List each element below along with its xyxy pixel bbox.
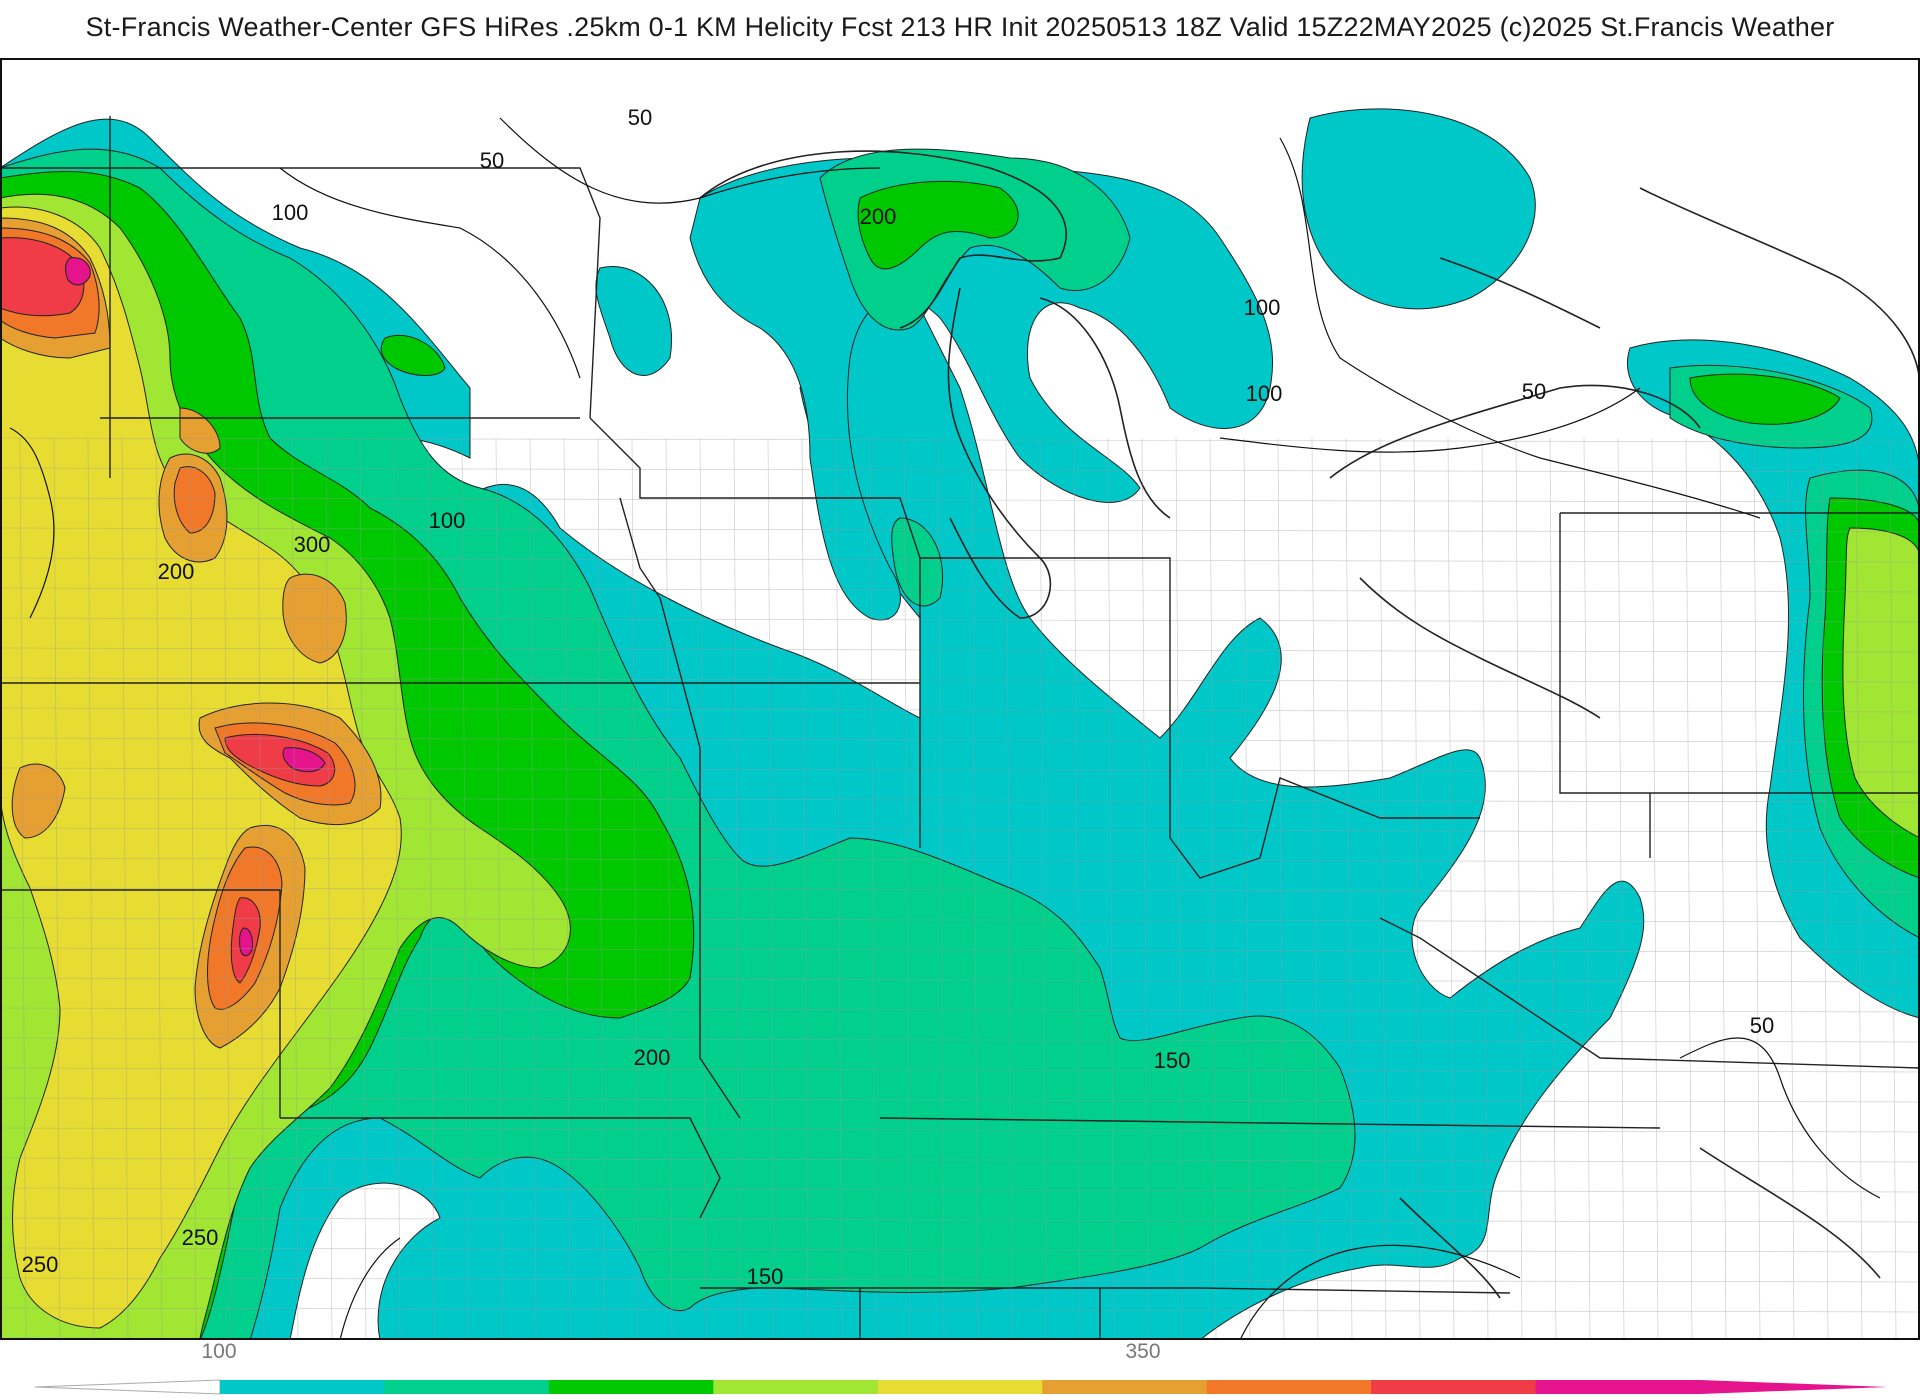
contour-label: 250 [182, 1225, 219, 1250]
field-500 [65, 257, 326, 957]
colorbar-bin [384, 1380, 550, 1394]
county-lines [0, 437, 1920, 1340]
coastlines [699, 150, 1920, 1299]
colorbar-bin [1206, 1380, 1372, 1394]
field-450 [0, 237, 336, 984]
contour-label: 250 [22, 1252, 59, 1277]
colorbar-bin [220, 1380, 385, 1394]
map-title: St-Francis Weather-Center GFS HiRes .25k… [85, 12, 1835, 42]
colorbar-right-arrow [1700, 1380, 1888, 1394]
colorbar-bin [1535, 1380, 1701, 1394]
colorbar-bin [713, 1380, 879, 1394]
state-borders [0, 116, 1920, 1340]
contour-label: 200 [860, 204, 897, 229]
contour-label: 150 [1154, 1048, 1191, 1073]
colorbar-tick-label: 350 [1125, 1340, 1160, 1363]
colorbar: 100 350 [34, 1340, 1888, 1395]
contour-labels: 50 50 100 200 300 200 100 100 100 50 200… [22, 105, 1775, 1289]
colorbar-bins [220, 1380, 1701, 1394]
contour-lines [9, 117, 1881, 1340]
contour-label: 150 [747, 1264, 784, 1289]
contour-label: 100 [429, 508, 466, 533]
contour-label: 200 [158, 559, 195, 584]
contour-label: 300 [294, 532, 331, 557]
contour-label: 100 [1246, 381, 1283, 406]
colorbar-bin [548, 1380, 714, 1394]
colorbar-bin [877, 1380, 1043, 1394]
contour-label: 100 [1244, 295, 1281, 320]
contour-label: 50 [480, 148, 504, 173]
colorbar-bin [1371, 1380, 1537, 1394]
colorbar-bin [1042, 1380, 1208, 1394]
colorbar-tick-label: 100 [201, 1340, 236, 1363]
contour-label: 50 [1522, 379, 1546, 404]
contour-label: 200 [634, 1045, 671, 1070]
helicity-map: 50 50 100 200 300 200 100 100 100 50 200… [0, 58, 1920, 1340]
contour-label: 50 [628, 105, 652, 130]
colorbar-left-arrow [34, 1379, 221, 1395]
contour-label: 100 [272, 200, 309, 225]
contour-label: 50 [1750, 1013, 1774, 1038]
